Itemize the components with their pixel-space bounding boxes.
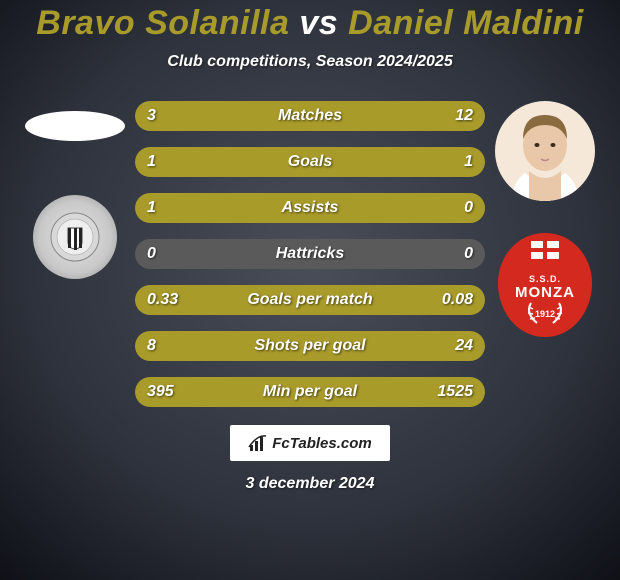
stat-value-right: 1 [464,153,473,171]
footer: FcTables.com 3 december 2024 [0,425,620,493]
player1-avatar [25,111,125,141]
title-player1: Bravo Solanilla [36,4,289,42]
stat-row: 1Goals1 [135,147,485,177]
right-player-column: S.S.D. MONZA 1912 [495,101,595,407]
stats-list: 3Matches121Goals11Assists00Hattricks00.3… [135,101,485,407]
stat-value-right: 0 [464,245,473,263]
stat-value-right: 24 [455,337,473,355]
stat-value-right: 0.08 [442,291,473,309]
subtitle: Club competitions, Season 2024/2025 [0,53,620,71]
title-vs: vs [299,4,338,42]
stat-label: Min per goal [135,383,485,401]
stat-row: 3Matches12 [135,101,485,131]
comparison-main: 3Matches121Goals11Assists00Hattricks00.3… [0,101,620,407]
fctables-logo: FcTables.com [230,425,390,461]
footer-date: 3 december 2024 [246,475,375,493]
chart-bars-icon [248,433,268,453]
stat-value-right: 12 [455,107,473,125]
stat-label: Matches [135,107,485,125]
player2-avatar [495,101,595,201]
stat-row: 8Shots per goal24 [135,331,485,361]
left-player-column [25,101,125,407]
stat-row: 1Assists0 [135,193,485,223]
stat-label: Assists [135,199,485,217]
monza-text-top: S.S.D. [529,274,561,284]
page-title: Bravo Solanilla vs Daniel Maldini [0,4,620,43]
player2-club-crest: S.S.D. MONZA 1912 [498,233,592,337]
udinese-crest-icon [50,212,100,262]
player2-face-icon [495,101,595,201]
monza-text-main: MONZA [515,284,575,301]
stat-label: Shots per goal [135,337,485,355]
stat-row: 0.33Goals per match0.08 [135,285,485,315]
monza-cross-icon [531,241,559,259]
stat-row: 395Min per goal1525 [135,377,485,407]
monza-wreath-icon: 1912 [525,301,565,325]
stat-label: Goals per match [135,291,485,309]
stat-row: 0Hattricks0 [135,239,485,269]
title-player2: Daniel Maldini [348,4,584,42]
stat-label: Goals [135,153,485,171]
player1-club-crest [33,195,117,279]
monza-year: 1912 [535,309,555,319]
stat-value-right: 0 [464,199,473,217]
stat-label: Hattricks [135,245,485,263]
logo-text: FcTables.com [272,435,371,452]
stat-value-right: 1525 [437,383,473,401]
